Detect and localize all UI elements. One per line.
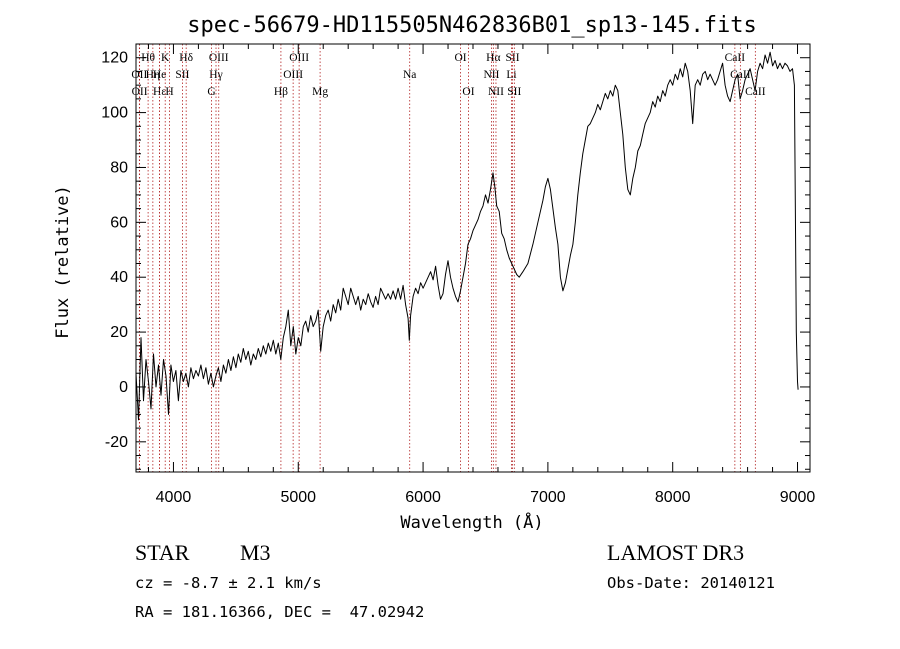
y-tick-label: 100 xyxy=(101,105,128,122)
x-tick-label: 7000 xyxy=(530,489,566,506)
line-label: SII xyxy=(507,86,521,98)
plot-area xyxy=(135,51,799,421)
line-label: OIII xyxy=(289,52,309,64)
plot-frame xyxy=(135,43,811,473)
line-label: Hγ xyxy=(209,69,222,81)
x-tick-label: 9000 xyxy=(780,489,816,506)
observation-date: Obs-Date: 20140121 xyxy=(607,574,775,592)
chart-title: spec-56679-HD115505N462836B01_sp13-145.f… xyxy=(187,13,757,38)
y-tick-label: 120 xyxy=(101,50,128,67)
line-label: NII xyxy=(483,69,499,81)
y-tick-label: 80 xyxy=(110,159,128,176)
line-label: Li xyxy=(506,69,516,81)
redshift-readout: cz = -8.7 ± 2.1 km/s xyxy=(135,574,322,592)
x-tick-label: 5000 xyxy=(280,489,316,506)
y-tick-label: -20 xyxy=(105,434,128,451)
line-label: OI xyxy=(454,52,466,64)
line-label: SII xyxy=(175,69,189,81)
axes: 4000 5000 6000 7000 8000 9000 -20 0 20 40 60 80 100 1… xyxy=(101,44,815,506)
survey-name: LAMOST DR3 xyxy=(607,540,745,565)
line-label: CaII xyxy=(745,86,766,98)
line-label: Mg xyxy=(312,86,328,98)
spectrum-series-line xyxy=(135,51,799,421)
line-label: OII xyxy=(132,86,148,98)
line-label: OI xyxy=(462,86,474,98)
y-tick-label: 0 xyxy=(119,379,128,396)
line-label: Hε xyxy=(153,86,166,98)
line-label: SII xyxy=(506,52,520,64)
line-label: NII xyxy=(488,86,504,98)
line-label: Hδ xyxy=(179,52,193,64)
y-tick-label: 40 xyxy=(110,269,128,286)
object-subclass: M3 xyxy=(240,540,271,565)
line-label: OIII xyxy=(209,52,229,64)
y-axis-label: Flux (relative) xyxy=(53,185,73,339)
line-label: OII xyxy=(131,69,147,81)
x-tick-label: 8000 xyxy=(655,489,691,506)
y-tick-label: 20 xyxy=(110,324,128,341)
line-label: OIII xyxy=(283,69,303,81)
x-tick-label: 6000 xyxy=(405,489,441,506)
line-label: G xyxy=(207,86,215,98)
x-axis-label: Wavelength (Å) xyxy=(400,511,543,533)
y-tick-label: 60 xyxy=(110,214,128,231)
line-label: Hθ xyxy=(141,52,155,64)
object-class: STAR xyxy=(135,540,190,565)
line-label: Na xyxy=(403,69,416,81)
coordinates-readout: RA = 181.16366, DEC = 47.02942 xyxy=(135,603,425,621)
line-label: H xyxy=(165,86,173,98)
line-label: K xyxy=(161,52,170,64)
line-label: Hα xyxy=(486,52,500,64)
line-label: Hη xyxy=(146,69,160,81)
line-label: He xyxy=(153,69,166,81)
line-label: CaII xyxy=(725,52,746,64)
line-label: Hβ xyxy=(274,86,288,98)
x-tick-label: 4000 xyxy=(156,489,192,506)
